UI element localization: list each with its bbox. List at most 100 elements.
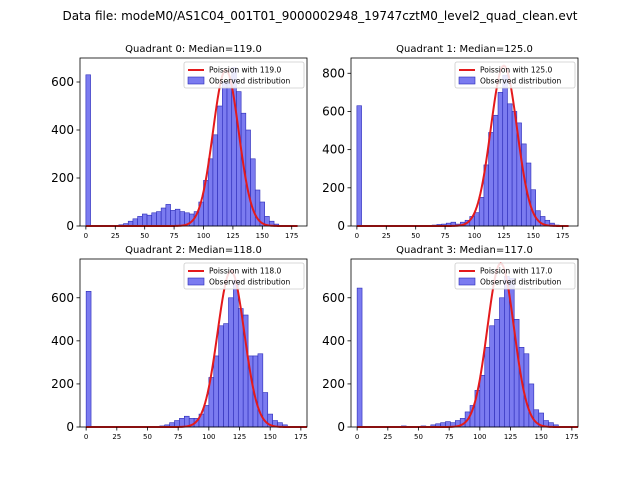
x-tick-label: 50 xyxy=(414,433,423,441)
x-tick-label: 50 xyxy=(411,232,420,240)
histogram-bar xyxy=(502,74,508,227)
axes-frame xyxy=(350,258,579,428)
y-tick-label: 800 xyxy=(322,66,345,80)
legend: Poission with 119.0 Observed distribution xyxy=(183,61,305,89)
x-tick-label: 175 xyxy=(565,433,578,441)
axes-frame xyxy=(79,57,308,227)
x-tick-label: 100 xyxy=(468,232,481,240)
histogram-bar xyxy=(233,280,239,428)
x-tick-label: 50 xyxy=(140,232,149,240)
x-tick-label: 75 xyxy=(174,433,183,441)
y-tick-label: 0 xyxy=(66,420,74,434)
histogram-bar xyxy=(179,418,185,428)
x-tick-label: 175 xyxy=(556,232,569,240)
x-tick-label: 175 xyxy=(285,232,298,240)
quadrant-panels: 0 200 400 600 0 25 50 75 100 125 150 175 Quadrant 0:… xyxy=(51,44,578,441)
histogram-bar xyxy=(213,355,219,428)
x-tick-label: 75 xyxy=(170,232,179,240)
histogram-bar xyxy=(499,297,505,428)
histogram-bar xyxy=(165,204,171,227)
legend: Poission with 118.0 Observed distribution xyxy=(183,262,305,290)
histogram-bar xyxy=(137,216,143,227)
histogram-bar xyxy=(228,297,234,428)
poisson-curve xyxy=(356,64,569,227)
histogram-bar xyxy=(156,211,162,227)
x-tick-label: 25 xyxy=(382,232,391,240)
y-tick-label: 400 xyxy=(322,334,345,348)
axes-frame xyxy=(350,57,579,227)
x-tick-label: 25 xyxy=(112,433,121,441)
y-tick-label: 600 xyxy=(51,75,74,89)
x-tick-label: 0 xyxy=(355,433,359,441)
histogram-bar xyxy=(504,275,510,428)
legend-observed-label: Observed distribution xyxy=(209,77,290,86)
histogram-bar xyxy=(356,105,362,227)
legend-observed-label: Observed distribution xyxy=(480,278,561,287)
x-tick-label: 100 xyxy=(202,433,215,441)
histogram-bar xyxy=(236,91,242,227)
y-tick-label: 600 xyxy=(322,291,345,305)
histogram-bar xyxy=(356,287,363,428)
x-tick-label: 75 xyxy=(445,433,454,441)
legend-bar-swatch xyxy=(458,277,476,286)
x-tick-label: 75 xyxy=(441,232,450,240)
histogram-bar xyxy=(217,105,223,227)
legend-observed-label: Observed distribution xyxy=(480,77,561,86)
histogram-bar xyxy=(85,291,92,428)
x-tick-label: 0 xyxy=(355,232,359,240)
poisson-curve xyxy=(86,269,307,428)
histogram-bar xyxy=(132,218,138,227)
y-tick-label: 600 xyxy=(51,291,74,305)
histogram-bar xyxy=(222,81,228,227)
legend-box xyxy=(454,262,576,290)
quadrant-1-chart: 0 200 400 600 800 0 25 50 75 100 125 150 175 Quadrant… xyxy=(322,44,579,240)
y-tick-label: 0 xyxy=(66,219,74,233)
poisson-curve xyxy=(85,68,298,227)
y-tick-label: 200 xyxy=(51,377,74,391)
legend: Poission with 125.0 Observed distribution xyxy=(454,61,576,89)
histogram-bar xyxy=(494,319,500,428)
histogram-bar xyxy=(223,323,229,428)
legend-box xyxy=(183,61,305,89)
quadrant-3-chart: 0 200 400 600 0 25 50 75 100 125 150 175 Quadrant 3:… xyxy=(322,245,578,441)
histogram-bar xyxy=(474,212,480,227)
x-tick-label: 150 xyxy=(535,433,548,441)
legend-box xyxy=(183,262,305,290)
x-tick-label: 25 xyxy=(383,433,392,441)
axes-frame xyxy=(79,258,308,428)
histogram-bar xyxy=(170,210,176,227)
x-tick-label: 125 xyxy=(504,433,517,441)
quadrant-0-chart: 0 200 400 600 0 25 50 75 100 125 150 175 Quadrant 0:… xyxy=(51,44,308,240)
y-tick-label: 200 xyxy=(51,171,74,185)
x-tick-label: 125 xyxy=(233,433,246,441)
histogram-bar xyxy=(497,92,504,227)
legend-bar-swatch xyxy=(187,76,205,85)
legend: Poission with 117.0 Observed distribution xyxy=(454,262,576,290)
legend-box xyxy=(454,61,576,89)
histogram-bar xyxy=(174,208,181,227)
legend-bar-swatch xyxy=(458,76,476,85)
y-tick-label: 0 xyxy=(337,420,345,434)
quadrant-title: Quadrant 0: Median=119.0 xyxy=(125,44,262,55)
y-tick-label: 200 xyxy=(322,377,345,391)
x-tick-label: 125 xyxy=(497,232,510,240)
histogram-bar xyxy=(479,375,486,428)
legend-poisson-label: Poission with 118.0 xyxy=(209,267,282,276)
histogram-bar xyxy=(207,158,214,227)
x-tick-label: 50 xyxy=(143,433,152,441)
histogram-bar xyxy=(179,211,185,227)
histogram-bar xyxy=(478,197,485,227)
y-tick-label: 400 xyxy=(51,334,74,348)
figure-title: Data file: modeM0/AS1C04_001T01_90000029… xyxy=(62,9,577,23)
histogram-bar xyxy=(212,134,218,227)
x-tick-label: 175 xyxy=(294,433,307,441)
x-tick-label: 0 xyxy=(84,433,88,441)
histogram-bar xyxy=(489,325,495,428)
x-tick-label: 100 xyxy=(473,433,486,441)
x-tick-label: 0 xyxy=(84,232,88,240)
histogram-bar xyxy=(523,353,530,428)
y-tick-label: 400 xyxy=(51,123,74,137)
y-tick-label: 600 xyxy=(322,104,345,118)
histogram-bar xyxy=(493,114,499,227)
